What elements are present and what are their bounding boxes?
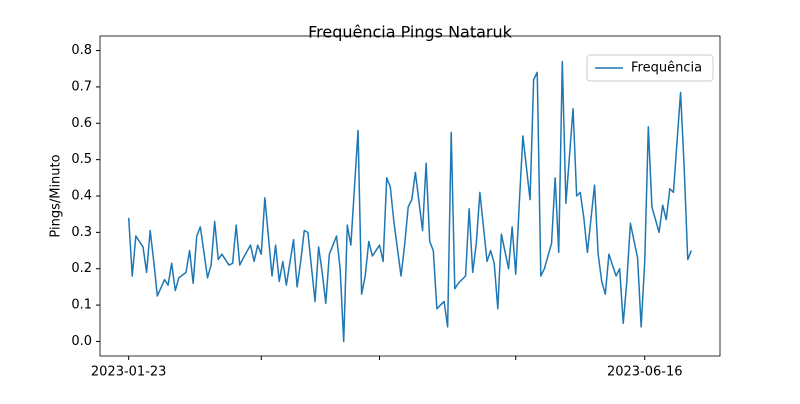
legend-box	[586, 54, 714, 82]
plot-frame	[99, 35, 721, 357]
y-tick-label: 0.1	[71, 298, 92, 313]
x-tick-label: 2023-06-16	[607, 365, 683, 380]
y-tick-label: 0.3	[71, 225, 92, 240]
y-tick-label: 0.6	[71, 116, 92, 131]
y-axis-label: Pings/Minuto	[49, 154, 64, 237]
chart-title: Frequência Pings Nataruk	[308, 23, 513, 42]
y-tick-label: 0.8	[71, 43, 92, 58]
y-tick-label: 0.4	[71, 189, 92, 204]
legend-label: Frequência	[631, 61, 702, 76]
y-tick-label: 0.7	[71, 79, 92, 94]
y-tick-label: 0.2	[71, 261, 92, 276]
x-tick-label: 2023-01-23	[91, 365, 167, 380]
y-tick-label: 0.5	[71, 152, 92, 167]
y-tick-label: 0.0	[71, 334, 92, 349]
data-line	[127, 60, 693, 343]
